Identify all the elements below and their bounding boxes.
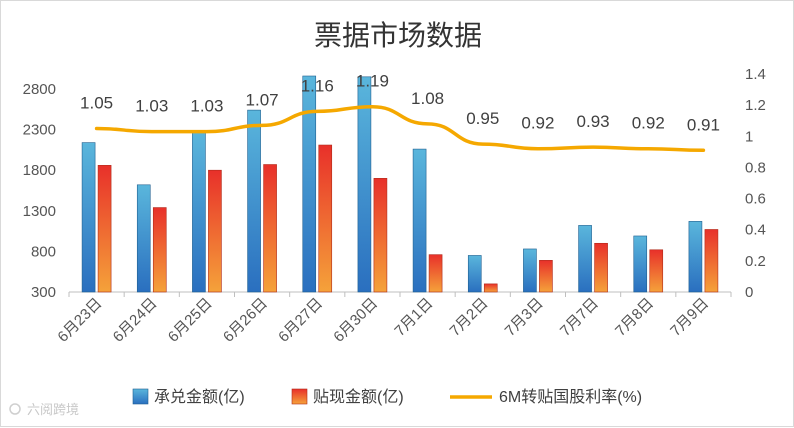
right-axis-tick-label: 0 (745, 284, 753, 301)
legend-item-discount-swatch (291, 388, 308, 405)
bar-discount-amount (649, 249, 664, 293)
rate-line (94, 104, 706, 153)
right-axis-tick-label: 1 (745, 128, 753, 145)
left-axis-tick-label: 800 (31, 243, 56, 260)
rate-data-label: 0.92 (632, 114, 665, 133)
legend-item-acceptance-swatch (132, 388, 149, 405)
bar-acceptance-amount (357, 76, 372, 293)
left-axis-tick-label: 1300 (23, 203, 56, 220)
watermark: 六阅跨境 (9, 402, 79, 417)
bar-discount-amount (539, 260, 553, 293)
bar-discount-amount (318, 144, 333, 293)
bar-acceptance-amount (523, 248, 537, 293)
bar-discount-amount (152, 207, 167, 293)
rate-data-label: 0.95 (466, 109, 499, 128)
watermark-logo-icon (9, 403, 21, 415)
bar-discount-amount (428, 254, 443, 293)
x-axis-category-label: 6月25日 (165, 295, 216, 346)
bar-acceptance-amount (578, 225, 592, 293)
x-axis-category-label: 7月3日 (502, 295, 547, 340)
bar-discount-amount (263, 164, 277, 293)
rate-data-label: 1.03 (190, 97, 223, 116)
rate-data-label: 1.03 (135, 97, 168, 116)
bar-acceptance-amount (136, 184, 151, 293)
bar-discount-amount (594, 242, 608, 293)
bar-discount-amount (208, 169, 222, 293)
x-axis-category-label: 6月30日 (330, 295, 381, 346)
x-axis-category-label: 6月24日 (110, 295, 161, 346)
rate-data-label: 1.19 (356, 72, 389, 91)
right-axis-tick-label: 1.2 (745, 97, 766, 114)
rate-data-label: 1.05 (80, 94, 113, 113)
watermark-text: 六阅跨境 (27, 402, 79, 417)
labels-layer: 1.05 1.03 1.03 1.07 1.16 1.19 1.08 0.95 0.92 0.93… (80, 72, 720, 135)
x-axis-category-label: 6月27日 (275, 295, 326, 346)
bar-discount-amount (704, 229, 719, 293)
right-axis-tick-label: 0.6 (745, 191, 766, 208)
rate-data-label: 0.91 (687, 115, 720, 134)
x-axis-category-label: 6月26日 (220, 295, 271, 346)
right-axis-tick-label: 0.4 (745, 222, 766, 239)
x-axis-category-label: 6月23日 (54, 295, 105, 346)
x-axis-category-label: 7月8日 (612, 295, 657, 340)
right-axis-tick-label: 0.8 (745, 159, 766, 176)
bar-discount-amount (97, 165, 112, 293)
axes-layer: 300 800 1300 1800 2300 2800 0 0.2 0.4 0.6 0.8 1 1.2 1… (23, 66, 766, 346)
chart-title: 票据市场数据 (314, 19, 482, 52)
right-axis-tick-label: 1.4 (745, 66, 766, 83)
bar-acceptance-amount (467, 255, 482, 293)
rate-data-label: 0.92 (521, 114, 554, 133)
bar-acceptance-amount (81, 142, 96, 293)
bar-discount-amount (373, 178, 388, 293)
legend-item-discount-label: 贴现金额(亿) (313, 388, 404, 406)
bar-acceptance-amount (633, 235, 648, 293)
rate-data-label: 1.16 (301, 76, 334, 95)
right-axis-tick-label: 0.2 (745, 253, 766, 270)
legend: 承兑金额(亿) 贴现金额(亿) 6M转贴国股利率(%) (132, 388, 642, 406)
x-axis-category-label: 7月9日 (667, 295, 712, 340)
rate-data-label: 1.08 (411, 89, 444, 108)
rate-data-label: 0.93 (577, 112, 610, 131)
x-axis-category-label: 7月2日 (447, 295, 492, 340)
bars-layer (81, 75, 719, 293)
bar-acceptance-amount (247, 109, 261, 293)
legend-item-rate-label: 6M转贴国股利率(%) (499, 388, 642, 406)
left-axis-tick-label: 300 (31, 284, 56, 301)
bar-acceptance-amount (412, 148, 427, 293)
line-layer (94, 104, 706, 153)
left-axis-tick-label: 2300 (23, 122, 56, 139)
bar-acceptance-amount (302, 75, 317, 293)
legend-item-acceptance-label: 承兑金额(亿) (154, 388, 245, 406)
rate-data-label: 1.07 (246, 90, 279, 109)
left-axis-tick-label: 1800 (23, 162, 56, 179)
left-axis-tick-label: 2800 (23, 81, 56, 98)
bar-discount-amount (483, 283, 498, 293)
x-axis-category-label: 7月1日 (391, 295, 436, 340)
bar-acceptance-amount (192, 131, 206, 293)
x-axis-category-label: 7月7日 (557, 295, 602, 340)
bar-acceptance-amount (688, 221, 703, 293)
